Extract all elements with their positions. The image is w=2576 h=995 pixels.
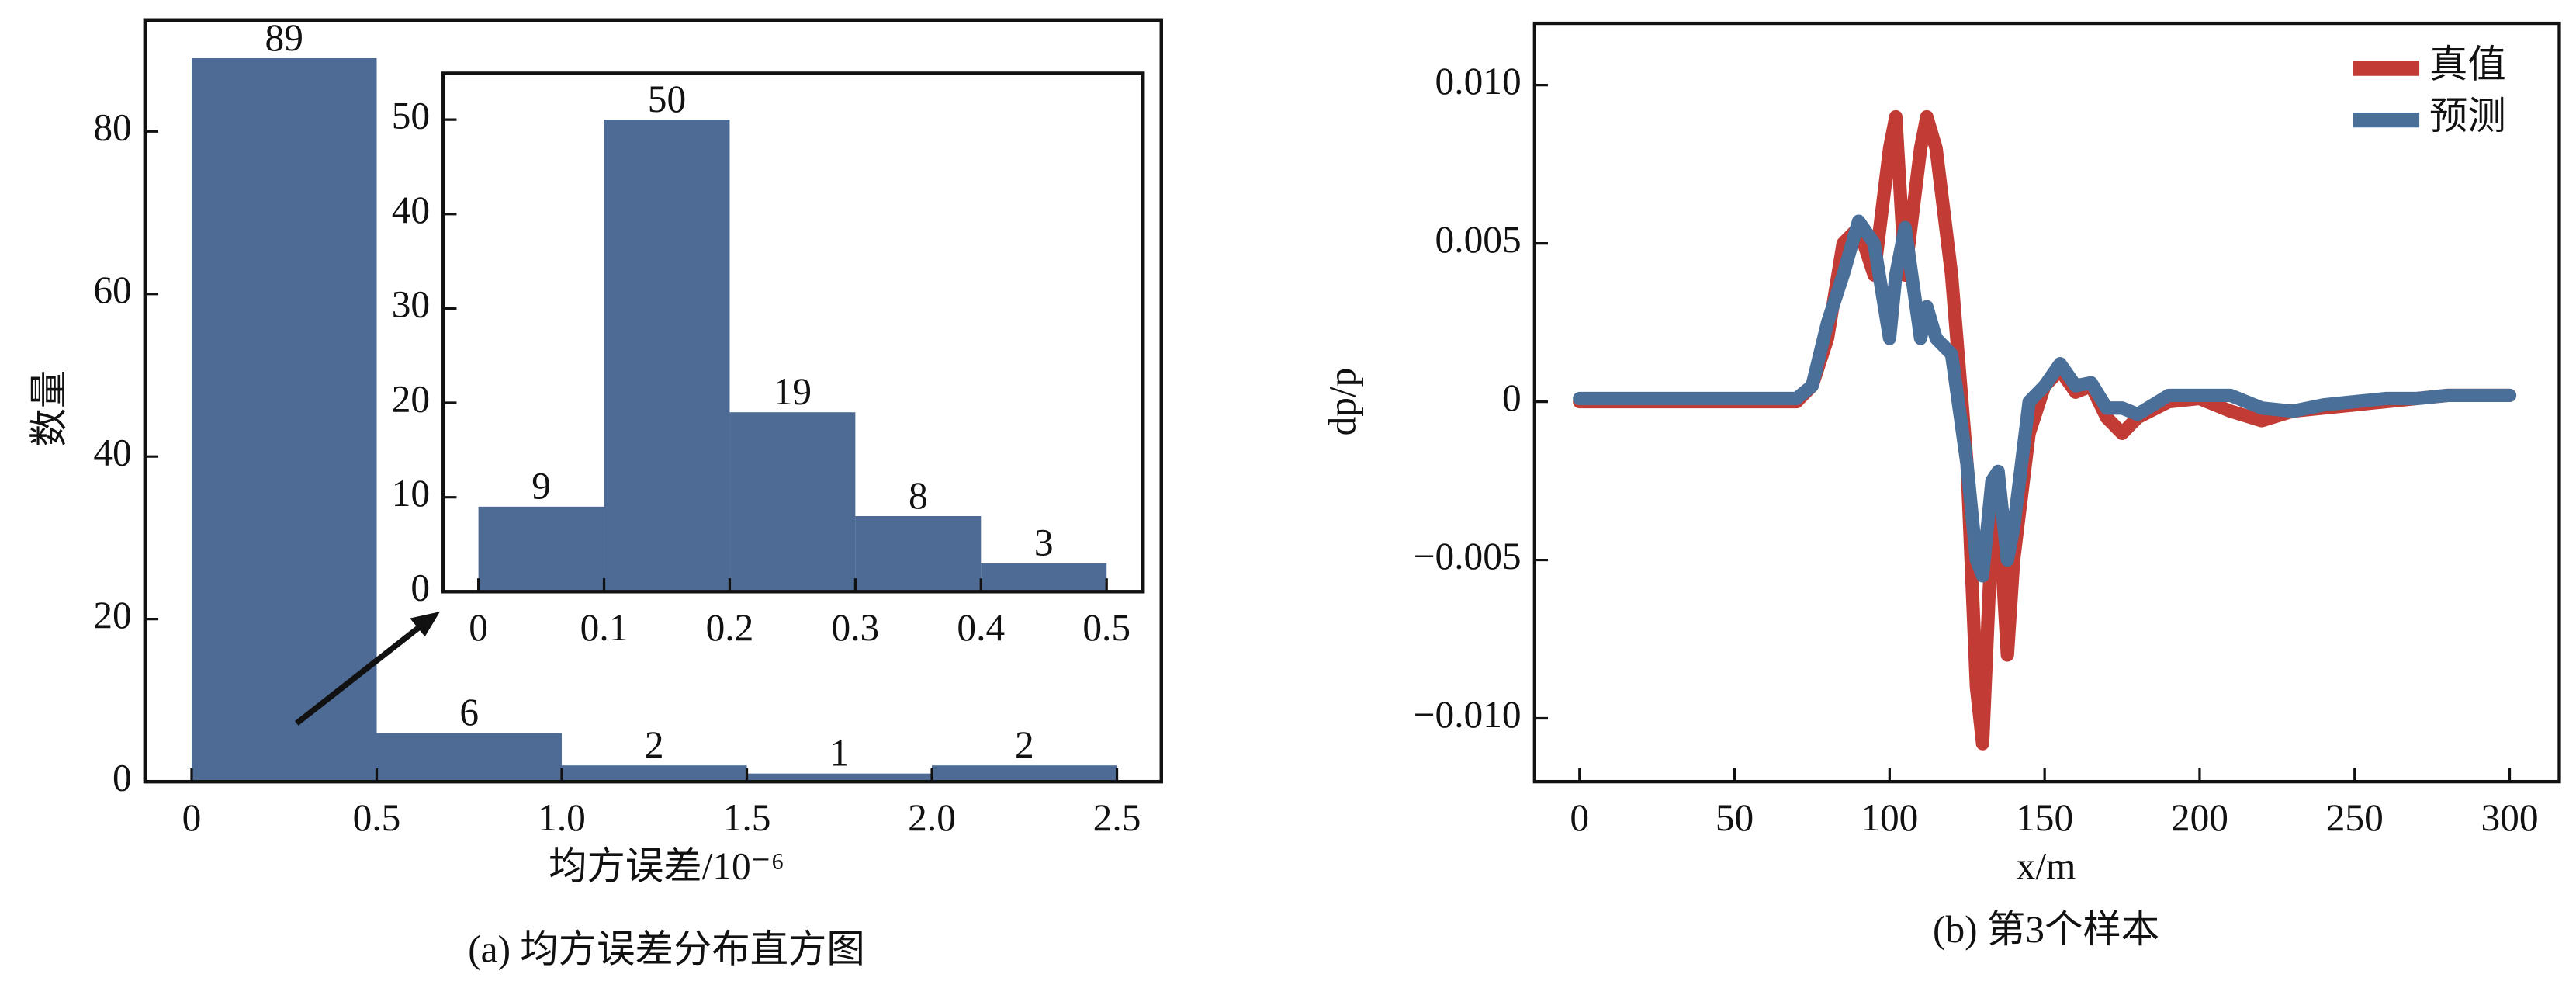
x-tick-label: 2.0	[908, 796, 956, 839]
y-tick-label: 80	[93, 106, 131, 149]
x-tick-label: 0	[1570, 796, 1589, 839]
y-tick-label: 40	[392, 189, 430, 231]
histogram-bar	[604, 120, 730, 592]
x-tick-label: 0.4	[957, 606, 1005, 649]
x-tick-label: 0.5	[353, 796, 401, 839]
x-tick-label: 300	[2481, 796, 2539, 839]
y-tick-label: 20	[93, 594, 131, 636]
histogram-bar	[478, 506, 604, 592]
histogram-bar	[376, 733, 563, 782]
histogram-bar	[562, 765, 747, 782]
y-tick-label: 60	[93, 269, 131, 311]
bar-value-label: 89	[265, 16, 303, 59]
y-axis-label: dp/p	[1321, 368, 1363, 436]
legend-label: 真值	[2429, 43, 2506, 85]
histogram-bar	[855, 516, 982, 592]
x-tick-label: 50	[1716, 796, 1754, 839]
bar-value-label: 9	[531, 465, 551, 508]
legend-label: 预测	[2429, 95, 2506, 137]
y-tick-label: 0	[113, 756, 132, 799]
bar-value-label: 6	[459, 691, 479, 733]
bar-value-label: 19	[774, 370, 812, 413]
y-tick-label: 0.005	[1435, 218, 1522, 261]
x-tick-label: 100	[1861, 796, 1918, 839]
bar-value-label: 2	[1015, 723, 1034, 766]
bar-value-label: 1	[829, 732, 849, 775]
y-tick-label: 10	[392, 472, 430, 515]
y-tick-label: 0.010	[1435, 60, 1522, 102]
y-tick-label: 30	[392, 283, 430, 326]
x-tick-label: 1.5	[723, 796, 771, 839]
x-tick-label: 0	[182, 796, 202, 839]
histogram-bar	[191, 57, 377, 782]
bar-value-label: 3	[1034, 522, 1054, 564]
x-axis-label: 均方误差/10⁻⁶	[549, 844, 784, 887]
plot-border	[143, 18, 1163, 784]
histogram-bar	[746, 773, 933, 782]
y-tick-label: 50	[392, 94, 430, 137]
x-tick-label: 0	[469, 606, 488, 649]
arrow-head	[410, 612, 440, 637]
data-line	[1573, 214, 2517, 583]
arrow	[294, 624, 422, 726]
x-tick-label: 0.5	[1082, 606, 1130, 649]
x-tick-label: 0.1	[580, 606, 628, 649]
x-tick-label: 250	[2326, 796, 2384, 839]
bar-value-label: 2	[645, 723, 664, 766]
y-tick-label: −0.005	[1414, 535, 1522, 577]
x-tick-label: 150	[2016, 796, 2073, 839]
x-tick-label: 0.2	[706, 606, 754, 649]
histogram-bar	[932, 765, 1117, 782]
bar-value-label: 8	[909, 474, 928, 517]
plot-border	[441, 71, 1145, 594]
y-tick-label: 0	[410, 567, 430, 609]
y-tick-label: −0.010	[1414, 693, 1522, 736]
y-tick-label: 0	[1502, 376, 1522, 419]
x-tick-label: 0.3	[832, 606, 880, 649]
histogram-bar	[729, 412, 856, 592]
y-axis-label: 数量	[28, 370, 71, 447]
y-tick-label: 40	[93, 432, 131, 474]
y-tick-label: 20	[392, 377, 430, 420]
bar-value-label: 50	[648, 78, 686, 120]
x-tick-label: 1.0	[538, 796, 586, 839]
caption: (b) 第3个样本	[1933, 908, 2159, 951]
caption: (a) 均方误差分布直方图	[468, 928, 865, 971]
histogram-bar	[981, 563, 1107, 592]
x-tick-label: 200	[2171, 796, 2228, 839]
x-axis-label: x/m	[2017, 844, 2076, 887]
x-tick-label: 2.5	[1093, 796, 1141, 839]
